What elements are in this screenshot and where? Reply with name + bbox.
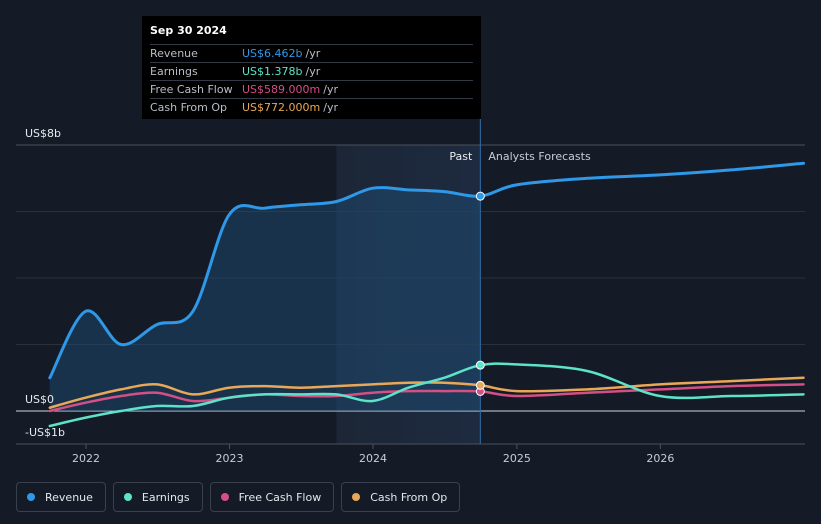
tooltip-unit: /yr (323, 83, 338, 96)
legend-item-free-cash-flow[interactable]: Free Cash Flow (209, 482, 335, 512)
x-tick-label: 2025 (503, 452, 531, 465)
tooltip-label: Free Cash Flow (150, 83, 233, 96)
legend-item-revenue[interactable]: Revenue (16, 482, 106, 512)
tooltip-value: US$6.462b (242, 47, 303, 60)
forecast-label: Analysts Forecasts (488, 150, 591, 163)
x-tick-label: 2024 (359, 452, 387, 465)
legend-dot-icon (220, 493, 229, 501)
tooltip-row-free-cash-flow: Free Cash Flow US$589.000m /yr (150, 80, 473, 98)
tooltip-row-earnings: Earnings US$1.378b /yr (150, 62, 473, 80)
series-line-cash-from-op (48, 376, 805, 409)
x-tick-label: 2026 (646, 452, 674, 465)
tooltip-unit: /yr (323, 101, 338, 114)
tooltip-label: Cash From Op (150, 101, 228, 114)
tooltip-row-revenue: Revenue US$6.462b /yr (150, 44, 473, 62)
legend: Revenue Earnings Free Cash Flow Cash Fro… (16, 482, 461, 512)
past-label: Past (449, 150, 473, 163)
tooltip-value: US$1.378b (242, 65, 303, 78)
tooltip-label: Revenue (150, 47, 198, 60)
revenue-area (49, 187, 481, 411)
tooltip-unit: /yr (305, 47, 321, 60)
tooltip-value: US$589.000m (242, 83, 321, 96)
tooltip-label: Earnings (150, 65, 198, 78)
y-tick-label: US$0 (25, 393, 54, 406)
legend-item-cash-from-op[interactable]: Cash From Op (341, 482, 461, 512)
tooltip-date: Sep 30 2024 (150, 24, 227, 37)
legend-label: Free Cash Flow (238, 490, 322, 504)
y-tick-label: US$8b (25, 127, 61, 140)
tooltip-row-cash-from-op: Cash From Op US$772.000m /yr (150, 98, 473, 116)
highlight-point (475, 191, 485, 201)
legend-dot-icon (352, 493, 361, 501)
highlight-point (475, 360, 485, 370)
y-tick-label: -US$1b (25, 426, 65, 439)
series-line-free-cash-flow (48, 383, 805, 413)
x-tick-label: 2023 (216, 452, 244, 465)
legend-dot-icon (123, 493, 132, 501)
tooltip-unit: /yr (305, 65, 321, 78)
tooltip-value: US$772.000m (242, 101, 321, 114)
legend-dot-icon (27, 493, 35, 501)
highlight-point (475, 380, 485, 390)
legend-label: Earnings (141, 490, 190, 504)
legend-label: Cash From Op (370, 490, 448, 504)
legend-label: Revenue (45, 490, 93, 504)
legend-item-earnings[interactable]: Earnings (112, 482, 203, 512)
series-line-revenue (48, 161, 805, 380)
tooltip: Sep 30 2024 Revenue US$6.462b /yr Earnin… (142, 16, 481, 119)
series-line-earnings (48, 362, 805, 428)
x-tick-label: 2022 (72, 452, 100, 465)
